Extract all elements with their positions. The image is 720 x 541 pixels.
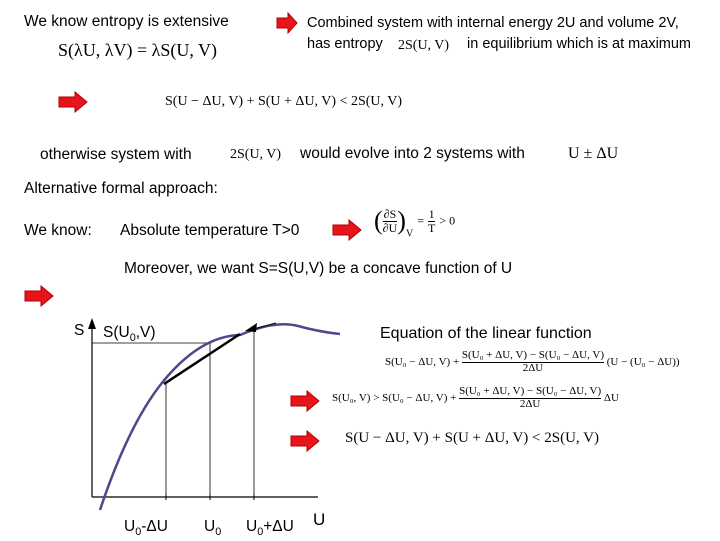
inequality-3: S(U − ΔU, V) + S(U + ΔU, V) < 2S(U, V) [345,430,599,446]
concave-statement: Moreover, we want S=S(U,V) be a concave … [124,260,513,277]
tick-label-u0-minus-du: U0-ΔU [124,518,168,539]
red-arrow-icon [332,219,362,241]
alternative-approach-heading: Alternative formal approach: [24,180,218,197]
s-u0-label: S(U0,V) [103,324,156,345]
inequality-1: S(U − ΔU, V) + S(U + ΔU, V) < 2S(U, V) [165,94,403,109]
linear-function-equation: S(U₀ − ΔU, V) + S(U₀ + ΔU, V) − S(U₀ − Δ… [385,349,680,374]
linear-function-heading: Equation of the linear function [380,325,592,342]
pointer-arrow-icon [245,323,257,332]
red-arrow-icon [58,91,88,113]
gt-zero: > 0 [439,213,456,228]
y-axis-label: S [74,322,85,339]
extensive-equation: S(λU, λV) = λS(U, V) [58,40,218,60]
dsdu-denominator: ∂U [382,220,398,235]
red-arrow-icon [276,12,298,34]
dsdu-numerator: ∂S [383,206,397,221]
tick-label-u0-plus-du: U0+ΔU [246,518,294,539]
inequality-2: S(U₀, V) > S(U₀ − ΔU, V) + S(U₀ + ΔU, V)… [332,385,619,410]
dsdu-subscript: V [405,228,414,240]
absolute-temperature-text: Absolute temperature T>0 [120,222,300,239]
evolve-text: would evolve into 2 systems with [300,145,525,162]
x-axis-label: U [313,510,326,529]
one-numerator: 1 [428,206,435,221]
entropy-2s-equation: 2S(U, V) [398,38,450,53]
has-entropy-text: has entropy [307,36,383,52]
tick-label-u0: U0 [204,518,222,539]
entropy-curve [98,323,341,511]
combined-system-text: Combined system with internal energy 2U … [307,15,679,31]
chord-line [163,332,241,386]
extensive-statement: We know entropy is extensive [24,13,229,30]
we-know-label: We know: [24,222,92,239]
equilibrium-text: in equilibrium which is at maximum [467,36,692,52]
otherwise-2s-equation: 2S(U, V) [230,147,282,162]
red-arrow-icon [290,430,320,452]
red-arrow-icon [24,285,54,307]
otherwise-text: otherwise system with [40,146,192,163]
y-axis-arrow-icon [88,318,96,329]
t-denominator: T [427,220,436,235]
u-plus-minus-du: U ± ΔU [568,145,619,162]
red-arrow-icon [290,390,320,412]
